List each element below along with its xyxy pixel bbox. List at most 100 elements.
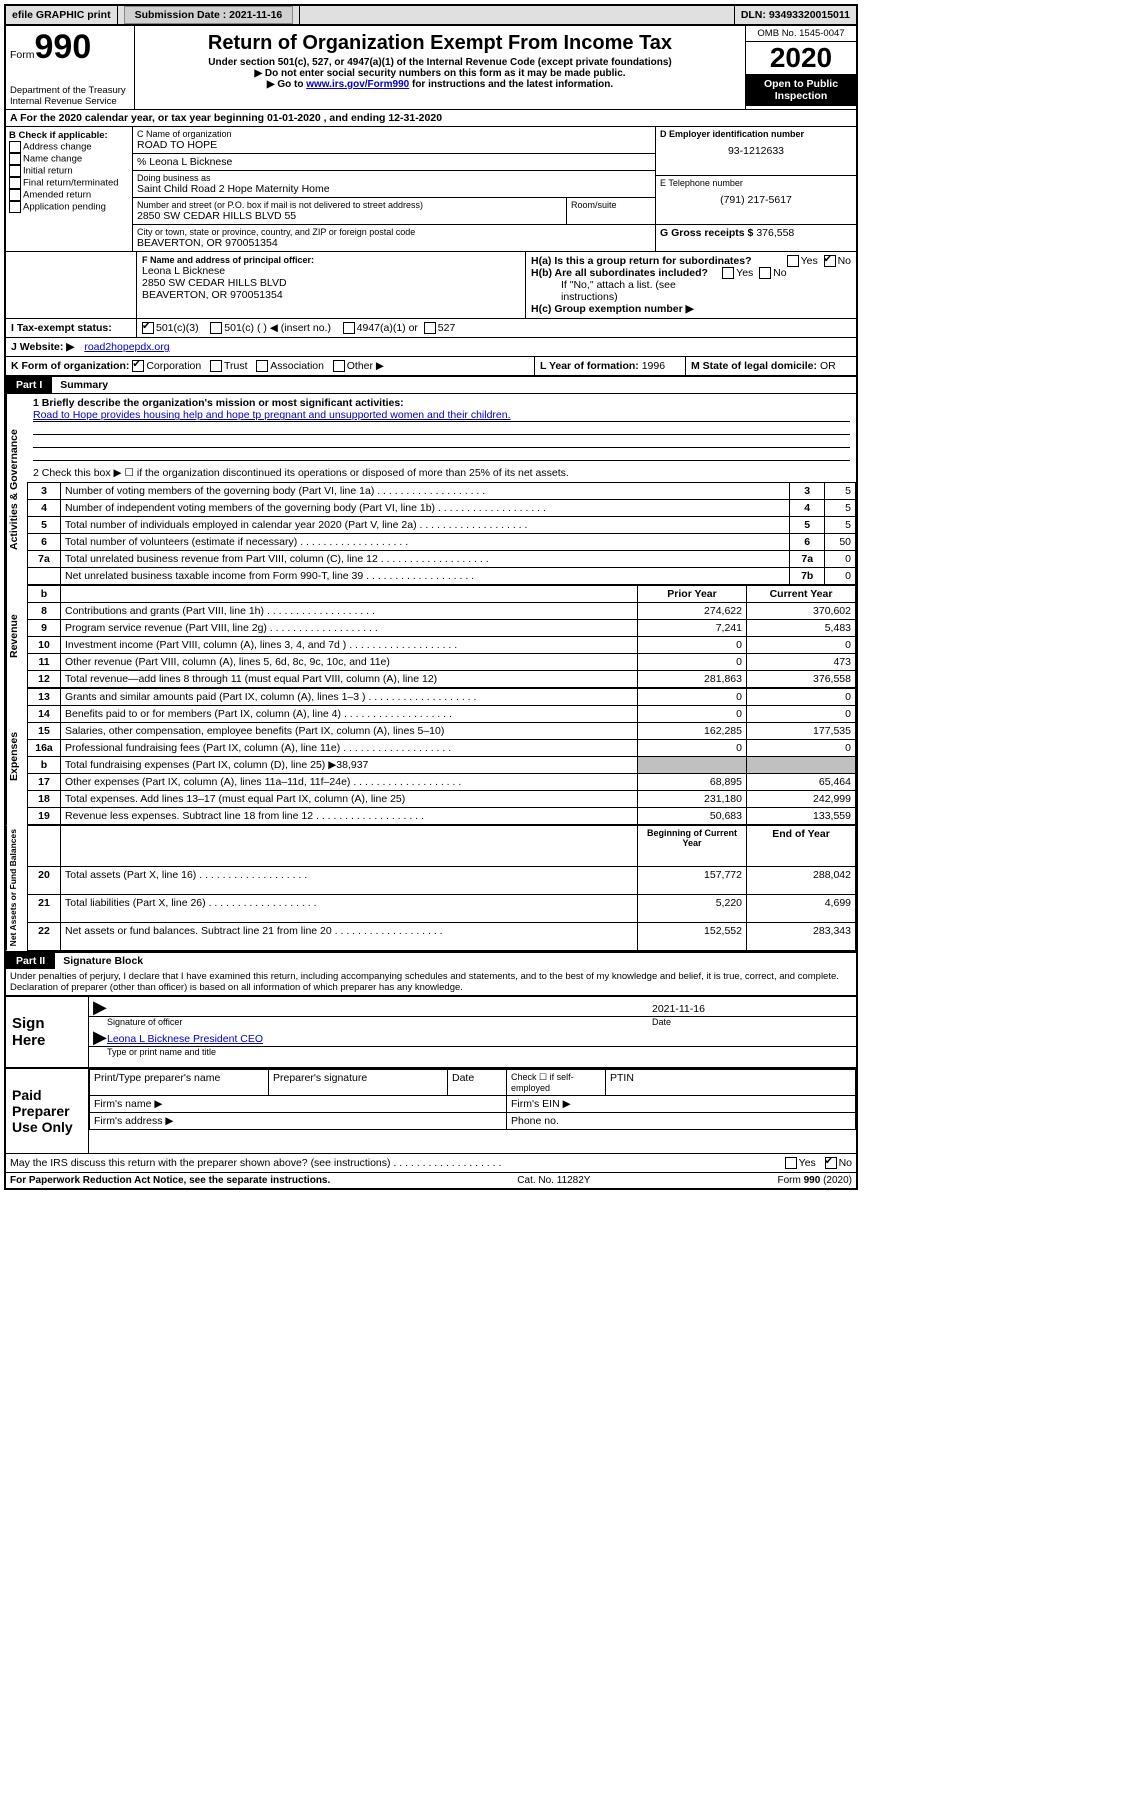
perjury-text: Under penalties of perjury, I declare th… xyxy=(6,969,856,995)
subtitle-2: ▶ Do not enter social security numbers o… xyxy=(139,68,741,79)
box-i-label: I Tax-exempt status: xyxy=(6,319,137,337)
website-link[interactable]: road2hopepdx.org xyxy=(84,341,169,353)
info-grid: B Check if applicable: Address change Na… xyxy=(6,126,856,251)
line-klm: K Form of organization: Corporation Trus… xyxy=(6,356,856,375)
box-b: B Check if applicable: Address change Na… xyxy=(6,127,133,251)
discuss-no[interactable] xyxy=(825,1157,837,1169)
opt-initial-return[interactable]: Initial return xyxy=(9,165,129,177)
footer-mid: Cat. No. 11282Y xyxy=(517,1175,590,1186)
sign-here-label: Sign Here xyxy=(6,997,89,1067)
assoc-check[interactable] xyxy=(256,360,268,372)
opt-address-change[interactable]: Address change xyxy=(9,141,129,153)
subtitle-1: Under section 501(c), 527, or 4947(a)(1)… xyxy=(139,57,741,68)
discuss-yes[interactable] xyxy=(785,1157,797,1169)
form-container: efile GRAPHIC print Submission Date : 20… xyxy=(4,4,858,1190)
officer-row: F Name and address of principal officer:… xyxy=(6,251,856,318)
form-number: 990 xyxy=(35,28,92,66)
part1-tab: Part I xyxy=(6,377,52,393)
tax-exempt-row: I Tax-exempt status: 501(c)(3) 501(c) ( … xyxy=(6,318,856,337)
tax-year: 2020 xyxy=(746,42,856,74)
preparer-label: Paid Preparer Use Only xyxy=(6,1069,89,1153)
gross-receipts: 376,558 xyxy=(756,227,794,239)
street-row: Number and street (or P.O. box if mail i… xyxy=(133,198,655,225)
part2-title: Signature Block xyxy=(55,953,151,969)
irs-link[interactable]: www.irs.gov/Form990 xyxy=(306,79,409,90)
box-j-label: J Website: ▶ xyxy=(6,338,79,356)
form-990-block: Form990 Department of the Treasury Inter… xyxy=(6,26,135,109)
officer-name-link[interactable]: Leona L Bicknese President CEO xyxy=(107,1033,263,1045)
form-title: Return of Organization Exempt From Incom… xyxy=(139,32,741,55)
arrow-icon: ▶ xyxy=(93,1003,107,1015)
gross-cell: G Gross receipts $ 376,558 xyxy=(656,225,856,241)
topbar-spacer xyxy=(300,6,735,24)
period-line: A For the 2020 calendar year, or tax yea… xyxy=(6,109,856,126)
street-address: 2850 SW CEDAR HILLS BLVD 55 xyxy=(137,210,562,222)
expenses-table: 13Grants and similar amounts paid (Part … xyxy=(27,688,856,825)
h-c: H(c) Group exemption number ▶ xyxy=(531,303,851,315)
mission-link[interactable]: Road to Hope provides housing help and h… xyxy=(33,409,850,422)
room-suite: Room/suite xyxy=(567,198,655,224)
box-h: H(a) Is this a group return for subordin… xyxy=(526,252,856,318)
form-word: Form xyxy=(10,49,35,61)
summary-block: Activities & Governance 1 Briefly descri… xyxy=(6,393,856,585)
dba-cell: Doing business as Saint Child Road 2 Hop… xyxy=(133,171,655,198)
activities-label: Activities & Governance xyxy=(6,394,27,585)
preparer-table: Print/Type preparer's name Preparer's si… xyxy=(89,1069,856,1130)
care-of-cell: % Leona L Bicknese xyxy=(133,154,655,171)
h-b-yes[interactable] xyxy=(722,267,734,279)
sign-date-value: 2021-11-16 xyxy=(652,1003,852,1015)
501c-check[interactable] xyxy=(210,322,222,334)
phone-cell: E Telephone number (791) 217-5617 xyxy=(656,176,856,225)
h-b-no[interactable] xyxy=(759,267,771,279)
box-b-label: B Check if applicable: xyxy=(9,130,129,141)
4947-check[interactable] xyxy=(343,322,355,334)
sig-officer-label: Signature of officer xyxy=(107,1017,652,1027)
arrow-icon: ▶ xyxy=(93,1033,107,1045)
discuss-row: May the IRS discuss this return with the… xyxy=(6,1153,856,1172)
ein-value: 93-1212633 xyxy=(660,145,852,157)
527-check[interactable] xyxy=(424,322,436,334)
opt-name-change[interactable]: Name change xyxy=(9,153,129,165)
line1: 1 Briefly describe the organization's mi… xyxy=(27,394,856,464)
revenue-block: Revenue bPrior YearCurrent Year 8Contrib… xyxy=(6,585,856,688)
501c3-check[interactable] xyxy=(142,322,154,334)
expenses-block: Expenses 13Grants and similar amounts pa… xyxy=(6,688,856,825)
opt-final-return[interactable]: Final return/terminated xyxy=(9,177,129,189)
trust-check[interactable] xyxy=(210,360,222,372)
revenue-label: Revenue xyxy=(6,585,27,688)
opt-amended[interactable]: Amended return xyxy=(9,189,129,201)
part2-header: Part II Signature Block xyxy=(6,951,856,969)
submission-button[interactable]: Submission Date : 2021-11-16 xyxy=(124,6,294,24)
omb-number: OMB No. 1545-0047 xyxy=(746,26,856,42)
footer: For Paperwork Reduction Act Notice, see … xyxy=(6,1172,856,1188)
open-inspection: Open to Public Inspection xyxy=(746,74,856,106)
efile-label: efile GRAPHIC print xyxy=(6,6,118,24)
dept-treasury: Department of the Treasury xyxy=(10,85,130,96)
footer-left: For Paperwork Reduction Act Notice, see … xyxy=(10,1175,330,1186)
box-c: C Name of organization ROAD TO HOPE % Le… xyxy=(133,127,656,251)
year-block: OMB No. 1545-0047 2020 Open to Public In… xyxy=(746,26,856,109)
net-label: Net Assets or Fund Balances xyxy=(6,825,27,950)
phone-value: (791) 217-5617 xyxy=(660,194,852,206)
h-a-yes[interactable] xyxy=(787,255,799,267)
dln-cell: DLN: 93493320015011 xyxy=(735,6,856,24)
other-check[interactable] xyxy=(333,360,345,372)
h-note: If "No," attach a list. (see instruction… xyxy=(531,279,851,303)
top-bar: efile GRAPHIC print Submission Date : 20… xyxy=(6,6,856,26)
corp-check[interactable] xyxy=(132,360,144,372)
city-cell: City or town, state or province, country… xyxy=(133,225,655,251)
summary-table-top: 3Number of voting members of the governi… xyxy=(27,482,856,585)
part1-header: Part I Summary xyxy=(6,375,856,393)
h-a-no[interactable] xyxy=(824,255,836,267)
net-table: Beginning of Current YearEnd of Year 20T… xyxy=(27,825,856,950)
preparer-block: Paid Preparer Use Only Print/Type prepar… xyxy=(6,1067,856,1153)
part1-title: Summary xyxy=(52,377,116,393)
expenses-label: Expenses xyxy=(6,688,27,825)
line2: 2 Check this box ▶ ☐ if the organization… xyxy=(27,464,856,482)
footer-right: Form 990 (2020) xyxy=(778,1175,852,1186)
submission-cell: Submission Date : 2021-11-16 xyxy=(118,6,301,24)
opt-pending[interactable]: Application pending xyxy=(9,201,129,213)
type-name-label: Type or print name and title xyxy=(89,1047,856,1059)
ein-cell: D Employer identification number 93-1212… xyxy=(656,127,856,176)
org-name: ROAD TO HOPE xyxy=(137,139,651,151)
